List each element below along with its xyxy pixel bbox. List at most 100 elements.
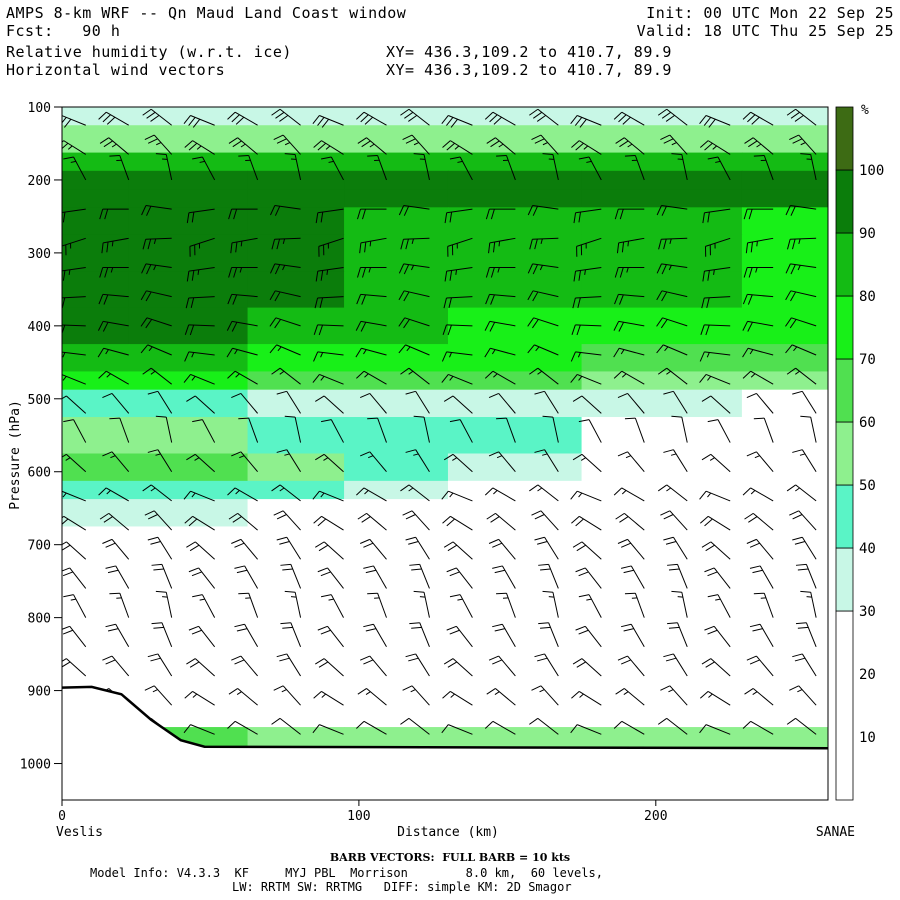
colorbar: 10 20 30 40 50 60 70 80 90 100	[835, 106, 884, 801]
rh-cell	[62, 417, 130, 455]
wind-barb	[443, 395, 473, 414]
wind-barb	[398, 290, 430, 302]
rh-cell	[247, 234, 345, 272]
colorbar-bin	[835, 358, 854, 423]
wind-barb	[313, 515, 344, 531]
wind-barb	[155, 415, 173, 443]
wind-barb	[62, 266, 86, 281]
colorbar-label: 10	[859, 730, 876, 746]
wind-barb	[742, 320, 774, 332]
rh-cell	[344, 453, 449, 482]
wind-barb	[484, 370, 516, 385]
rh-cell	[741, 234, 828, 272]
wind-barb	[699, 351, 731, 362]
rh-cell	[62, 453, 130, 482]
wind-barb	[529, 108, 559, 126]
rh-cell	[247, 271, 345, 309]
wind-barb	[657, 484, 688, 502]
wind-barb	[184, 140, 215, 155]
wind-barb	[402, 510, 430, 531]
wind-barb	[663, 390, 688, 414]
wind-barb	[97, 320, 129, 332]
wind-barb	[271, 484, 301, 502]
wind-barb	[527, 263, 559, 275]
wind-barb	[446, 567, 473, 589]
rh-cell	[447, 344, 583, 373]
rh-cell	[581, 107, 743, 126]
wind-barb	[273, 510, 301, 531]
wind-barb	[400, 717, 430, 735]
wind-barb	[63, 156, 87, 181]
rh-cell	[247, 389, 345, 418]
wind-barb	[792, 390, 817, 414]
wind-barb	[98, 370, 129, 385]
rh-cell	[344, 344, 449, 373]
wind-barb	[140, 317, 172, 329]
rh-cell	[581, 234, 743, 272]
wind-barb	[398, 205, 430, 216]
wind-barb	[184, 324, 215, 336]
wind-barb	[785, 344, 817, 356]
wind-barb	[527, 317, 559, 329]
wind-barb	[795, 622, 817, 647]
wind-barb	[800, 153, 817, 181]
wind-barb	[488, 655, 516, 677]
rh-cell	[581, 170, 743, 190]
wind-barb	[409, 563, 430, 589]
wind-barb	[367, 155, 387, 181]
wind-barb	[746, 538, 774, 560]
wind-barb	[98, 487, 129, 502]
rh-cell	[741, 417, 828, 455]
rh-cell	[741, 581, 828, 655]
wind-barb	[63, 419, 87, 443]
wind-barb	[538, 622, 559, 647]
wind-barb	[578, 156, 602, 181]
wind-barb	[701, 541, 731, 560]
wind-barb	[614, 208, 645, 220]
rh-cell	[447, 453, 583, 482]
rh-cell	[62, 107, 130, 126]
wind-barb	[620, 623, 645, 648]
wind-barb	[62, 453, 87, 473]
wind-barb	[656, 263, 688, 275]
rh-cell	[62, 307, 130, 345]
wind-barb	[667, 622, 688, 647]
wind-barb	[488, 237, 516, 254]
wind-barb	[615, 688, 645, 706]
wind-barb	[614, 266, 645, 278]
rh-cell	[447, 417, 583, 455]
rh-cell	[128, 654, 249, 728]
wind-barb	[400, 484, 430, 502]
wind-barb	[186, 658, 215, 677]
colorbar-bin	[835, 232, 854, 297]
colorbar-label: 30	[859, 604, 876, 620]
rh-cell	[447, 207, 583, 236]
wind-barb	[359, 451, 387, 473]
wind-barb	[492, 565, 516, 589]
rh-cell	[741, 389, 828, 418]
wind-barb	[576, 237, 602, 257]
colorbar-bin	[835, 547, 854, 612]
colorbar-bin	[835, 484, 854, 549]
wind-barb	[443, 296, 473, 309]
wind-barb	[62, 296, 86, 309]
wind-barb	[613, 487, 645, 502]
wind-barb	[284, 153, 302, 181]
wind-barb	[318, 237, 344, 257]
field-name-rh: Relative humidity (w.r.t. ice)	[6, 43, 292, 61]
wind-barb	[743, 266, 774, 278]
wind-barb	[109, 417, 130, 443]
rh-cell	[247, 344, 345, 373]
colorbar-label: 100	[859, 163, 884, 179]
rh-cell	[247, 654, 345, 728]
wind-barb	[615, 137, 645, 155]
wind-barb	[699, 515, 731, 531]
wind-barb	[228, 208, 258, 220]
colorbar-label: 80	[859, 289, 876, 305]
wind-barb	[572, 453, 602, 473]
rh-cell	[247, 125, 345, 154]
rh-cell	[447, 170, 583, 190]
rh-cell	[741, 125, 828, 154]
rh-cell	[128, 453, 249, 482]
